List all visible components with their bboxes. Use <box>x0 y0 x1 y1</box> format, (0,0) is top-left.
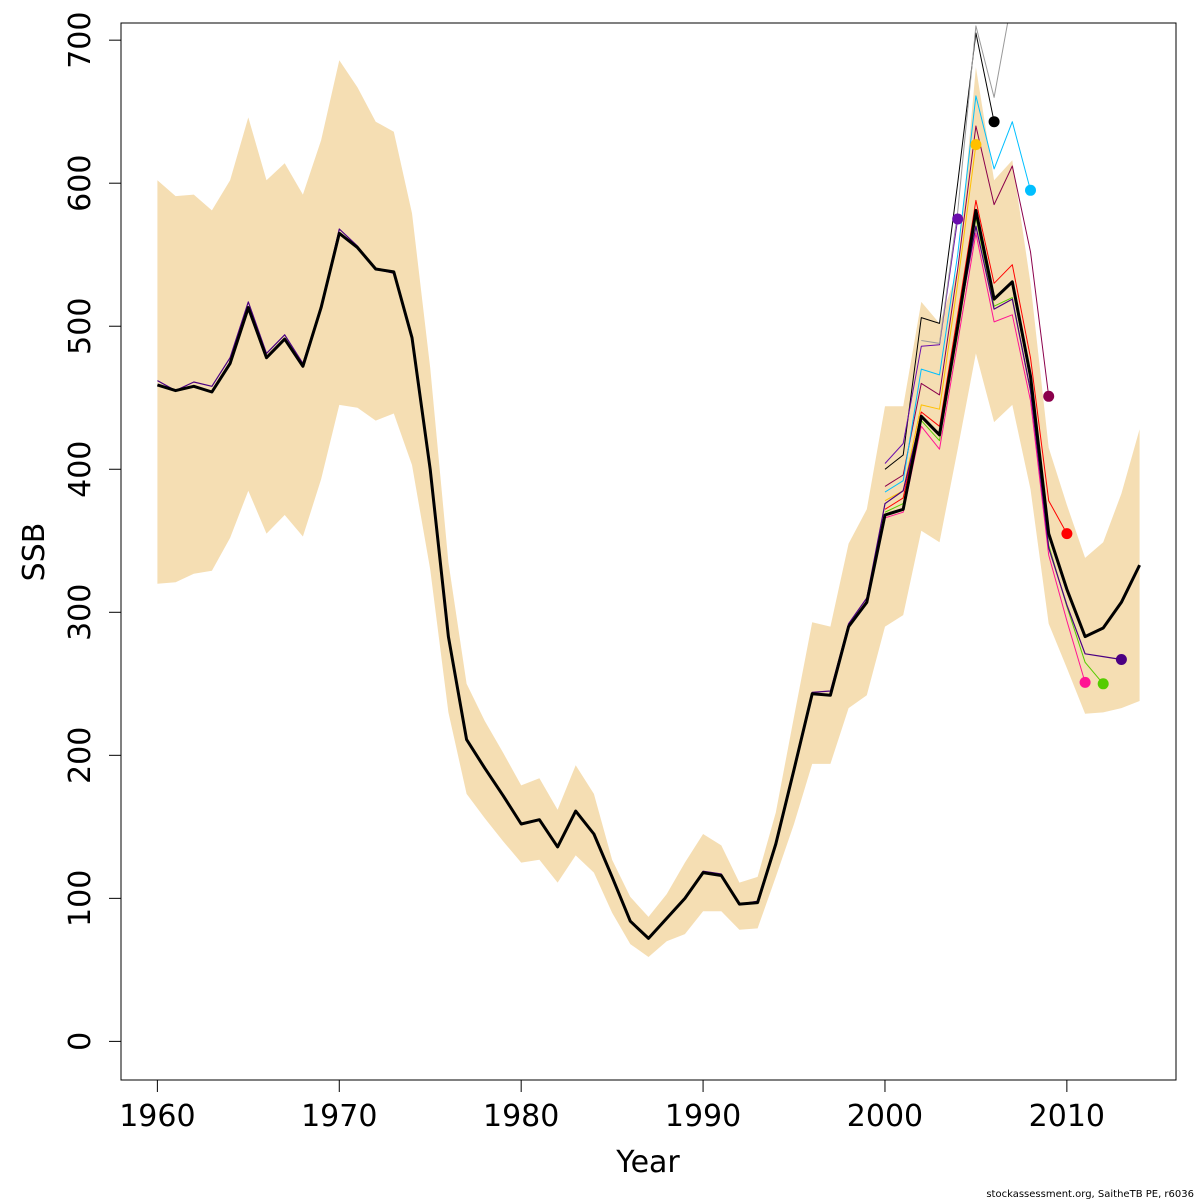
x-tick-label: 2000 <box>847 1099 923 1134</box>
y-tick-label: 400 <box>63 441 98 498</box>
y-tick-label: 700 <box>63 12 98 69</box>
series-line-11 <box>921 23 1009 344</box>
x-tick-label: 1990 <box>665 1099 741 1134</box>
x-tick-label: 1960 <box>119 1099 195 1134</box>
series-endpoint-marker-4 <box>1079 676 1091 688</box>
series-line-8 <box>884 32 995 470</box>
credit-text: stockassessment.org, SaitheTB PE, r6036 <box>986 1189 1194 1200</box>
series-endpoint-marker-7 <box>1025 184 1036 196</box>
y-axis: 0 100 200 300 400 500 600 700 <box>63 12 122 1051</box>
series-line-7 <box>884 95 1031 493</box>
confidence-band <box>157 60 1140 957</box>
y-tick-label: 200 <box>63 727 98 784</box>
y-tick-label: 500 <box>63 298 98 355</box>
series-endpoint-marker-5 <box>1061 528 1073 540</box>
series-endpoint-marker-6 <box>1043 390 1055 402</box>
series-endpoint-marker-2 <box>1115 654 1127 665</box>
x-axis: 1960 1970 1980 1990 2000 2010 <box>119 1079 1105 1134</box>
x-tick-label: 1980 <box>483 1099 559 1134</box>
y-axis-title: SSB <box>17 523 52 582</box>
x-tick-label: 1970 <box>301 1099 377 1134</box>
series-endpoint-marker-10 <box>952 213 964 225</box>
x-tick-label: 2010 <box>1029 1099 1105 1134</box>
series-endpoint-marker-9 <box>970 139 982 151</box>
confidence-band-layer <box>157 60 1140 957</box>
y-tick-label: 100 <box>63 870 98 927</box>
series-endpoint-marker-8 <box>988 116 1000 128</box>
series-line-1 <box>156 208 1141 940</box>
y-tick-label: 300 <box>63 584 98 641</box>
series-layer <box>156 23 1141 940</box>
y-tick-label: 0 <box>63 1032 98 1051</box>
y-tick-label: 600 <box>63 155 98 212</box>
x-axis-title: Year <box>615 1145 680 1180</box>
endpoint-marker-layer <box>952 116 1127 690</box>
series-line-6 <box>884 125 1050 487</box>
series-endpoint-marker-3 <box>1097 678 1109 690</box>
series-line-4 <box>884 232 1086 683</box>
